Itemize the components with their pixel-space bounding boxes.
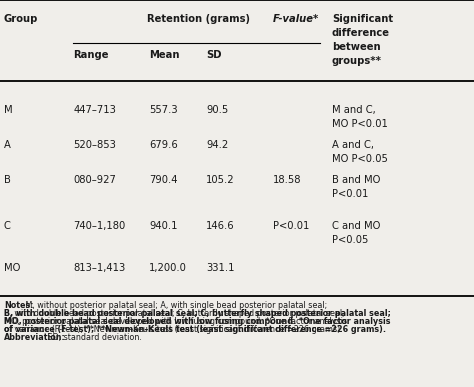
Text: MO: MO: [4, 263, 20, 273]
Text: SD: SD: [206, 50, 222, 60]
Text: 94.2: 94.2: [206, 140, 228, 150]
Text: 679.6: 679.6: [149, 140, 178, 150]
Text: 557.3: 557.3: [149, 105, 178, 115]
Text: of variance (F-test); **Newman–Keuls test (least significant difference =226 gra: of variance (F-test); **Newman–Keuls tes…: [4, 325, 386, 334]
Text: A and C,
MO P<0.05: A and C, MO P<0.05: [332, 140, 388, 164]
Text: B, with double bead posterior palatal seal; C, butterfly shaped posterior palata: B, with double bead posterior palatal se…: [4, 309, 345, 318]
Text: 740–1,180: 740–1,180: [73, 221, 126, 231]
Text: C and MO
P<0.05: C and MO P<0.05: [332, 221, 380, 245]
Text: 790.4: 790.4: [149, 175, 178, 185]
Text: C: C: [4, 221, 11, 231]
Text: of variance (F-test); **Newman–Keuls test (least significant difference =226 gra: of variance (F-test); **Newman–Keuls tes…: [4, 325, 343, 334]
Text: Range: Range: [73, 50, 109, 60]
Text: B, with double bead posterior palatal seal; C, butterfly shaped posterior palata: B, with double bead posterior palatal se…: [4, 309, 391, 318]
Text: 520–853: 520–853: [73, 140, 116, 150]
Text: P<0.01: P<0.01: [273, 221, 309, 231]
Text: 331.1: 331.1: [206, 263, 235, 273]
Text: M and C,
MO P<0.01: M and C, MO P<0.01: [332, 105, 388, 129]
Text: 1,200.0: 1,200.0: [149, 263, 187, 273]
Text: 90.5: 90.5: [206, 105, 228, 115]
Text: 105.2: 105.2: [206, 175, 235, 185]
Text: Retention (grams): Retention (grams): [147, 14, 250, 24]
Text: 18.58: 18.58: [273, 175, 301, 185]
Text: 146.6: 146.6: [206, 221, 235, 231]
Text: 080–927: 080–927: [73, 175, 116, 185]
Text: 447–713: 447–713: [73, 105, 116, 115]
Text: Group: Group: [4, 14, 38, 24]
Text: Mean: Mean: [149, 50, 180, 60]
Text: B: B: [4, 175, 11, 185]
Text: B and MO
P<0.01: B and MO P<0.01: [332, 175, 380, 199]
Text: 813–1,413: 813–1,413: [73, 263, 126, 273]
Text: Significant
difference
between
groups**: Significant difference between groups**: [332, 14, 393, 65]
Text: Abbreviation:: Abbreviation:: [4, 333, 65, 342]
Text: MO, posterior palatal seal developed with low fusing compound. *One factor analy: MO, posterior palatal seal developed wit…: [4, 317, 390, 326]
Text: 940.1: 940.1: [149, 221, 178, 231]
Text: F-value*: F-value*: [273, 14, 319, 24]
Text: MO, posterior palatal seal developed with low fusing compound. *One factor analy: MO, posterior palatal seal developed wit…: [4, 317, 347, 326]
Text: M, without posterior palatal seal; A, with single bead posterior palatal seal;: M, without posterior palatal seal; A, wi…: [23, 301, 327, 310]
Text: A: A: [4, 140, 11, 150]
Text: Notes:: Notes:: [4, 301, 33, 310]
Text: M: M: [4, 105, 12, 115]
Text: SD, standard deviation.: SD, standard deviation.: [45, 333, 142, 342]
